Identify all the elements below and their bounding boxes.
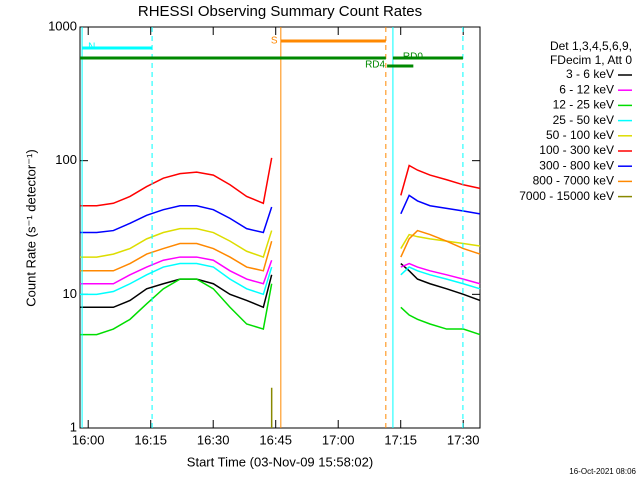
y-tick-label: 100 [55,152,77,167]
series-line [80,240,273,272]
series-line [400,266,481,290]
status-label: RD0 [403,52,423,63]
status-label: N [88,42,95,53]
legend-label: 25 - 50 keV [553,113,614,127]
x-tick-label: 16:00 [72,432,105,447]
series-line [400,164,481,196]
chart-title: RHESSI Observing Summary Count Rates [138,3,422,20]
series-line [80,157,273,207]
legend-label: 100 - 300 keV [539,143,614,157]
y-axis-label: Count Rate (s⁻¹ detector⁻¹) [23,149,38,307]
series-line [80,262,273,296]
x-axis-label: Start Time (03-Nov-09 15:58:02) [187,454,373,469]
series-line [80,227,273,259]
timestamp: 16-Oct-2021 08:06 [569,467,636,476]
series-line [400,306,481,336]
status-label: RD4 [365,60,385,71]
legend-label: 300 - 800 keV [539,158,614,172]
x-tick-label: 17:30 [447,432,480,447]
y-tick-label: 10 [63,286,77,301]
series-line [400,194,481,215]
legend-label: 7000 - 15000 keV [519,189,614,203]
y-tick-label: 1 [70,419,77,434]
x-tick-label: 16:45 [259,432,292,447]
legend-label: 50 - 100 keV [546,128,614,142]
legend-title: Det 1,3,4,5,6,9, [550,39,632,53]
plot-frame [79,26,481,429]
legend-title: FDecim 1, Att 0 [550,53,632,67]
x-tick-label: 16:30 [197,432,230,447]
legend-label: 3 - 6 keV [566,67,614,81]
series-line [400,229,481,258]
series-line [80,274,273,309]
legend-label: 6 - 12 keV [559,82,614,96]
series-line [400,233,481,249]
series-line [80,278,273,336]
legend-label: 800 - 7000 keV [533,174,614,188]
legend-label: 12 - 25 keV [553,98,614,112]
x-tick-label: 16:15 [134,432,167,447]
series-line [80,256,273,285]
series-line [400,262,481,302]
status-label: S [271,36,278,47]
y-tick-label: 1000 [48,18,77,33]
x-tick-label: 17:00 [322,432,355,447]
series-line [80,204,273,234]
x-tick-label: 17:15 [384,432,417,447]
